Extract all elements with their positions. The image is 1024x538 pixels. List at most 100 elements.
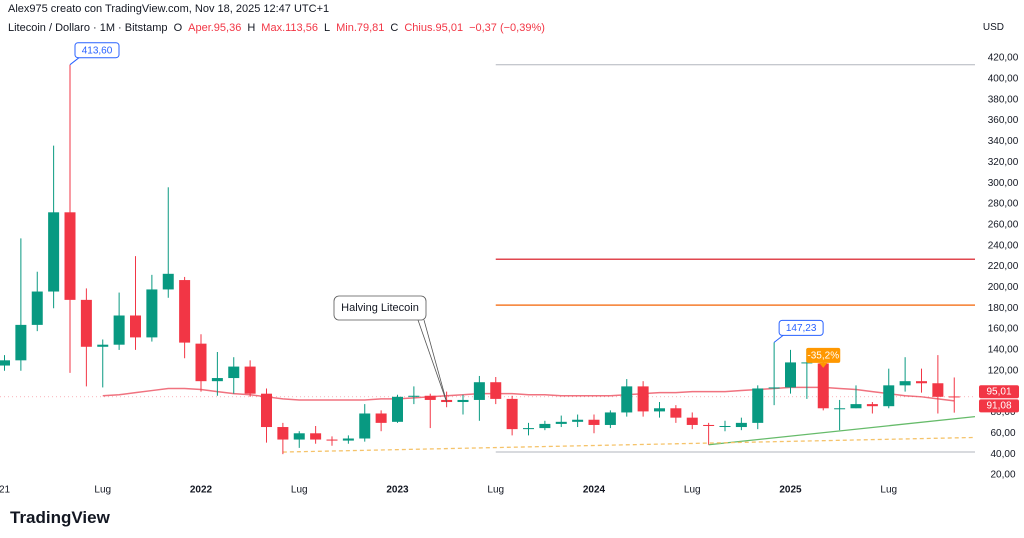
- legend-text: O: [173, 22, 183, 34]
- y-tick-label: 180,00: [988, 303, 1019, 314]
- candle-body: [424, 395, 436, 400]
- logo: TradingView: [10, 508, 110, 527]
- candle-body: [97, 344, 109, 347]
- candle-body: [850, 404, 862, 409]
- candle-body: [948, 396, 960, 398]
- callout-box: [778, 319, 824, 336]
- legend-text: Max.113,56: [261, 22, 318, 34]
- annotation-arrow: [417, 319, 448, 403]
- candle-body: [883, 385, 895, 407]
- plot-area: [0, 64, 975, 455]
- candle-body: [326, 439, 338, 441]
- x-tick-label: Lug: [487, 485, 504, 496]
- x-tick-label: 2023: [386, 485, 409, 496]
- y-tick-label: 160,00: [988, 324, 1019, 335]
- callout-pointer: [69, 57, 80, 66]
- x-tick-label: 21: [0, 485, 10, 496]
- y-tick-label: 380,00: [988, 94, 1019, 105]
- candle-body: [64, 212, 76, 300]
- legend-text: Litecoin / Dollaro · 1M · Bitstamp: [8, 22, 168, 34]
- candle-body: [539, 423, 551, 429]
- author-line: Alex975 creato con TradingView.com, Nov …: [8, 3, 330, 15]
- x-tick-label: Lug: [684, 485, 701, 496]
- candle-body: [113, 315, 125, 345]
- legend: Litecoin / Dollaro · 1M · Bitstamp O Aper.…: [8, 22, 551, 34]
- candle-body: [261, 393, 272, 428]
- y-tick-label: 60,00: [990, 428, 1015, 439]
- candle-body: [130, 315, 141, 338]
- candle-body: [310, 433, 322, 440]
- y-tick-label: 420,00: [988, 53, 1019, 64]
- candle-body: [555, 421, 567, 424]
- unit-label: USD: [982, 22, 1004, 33]
- candle-body: [735, 422, 747, 428]
- x-tick-label: 2024: [583, 485, 606, 496]
- candle-body: [785, 362, 796, 388]
- candle-body: [162, 273, 174, 290]
- candle-body: [179, 280, 191, 343]
- y-tick-label: 220,00: [988, 261, 1019, 272]
- y-tick-label: 280,00: [988, 199, 1019, 210]
- candle-body: [211, 378, 223, 382]
- candle-body: [801, 362, 813, 364]
- candle-body: [506, 398, 518, 430]
- trend-line: [282, 436, 975, 453]
- legend-text: L: [323, 22, 331, 34]
- candle-body: [48, 212, 60, 292]
- y-tick-label: 80,00: [990, 407, 1015, 418]
- candle-body: [15, 324, 27, 361]
- trend-line: [708, 415, 975, 446]
- candle-body: [457, 399, 469, 403]
- candle-body: [228, 366, 240, 379]
- price-tag-label: 91,08: [986, 401, 1011, 412]
- candle-body: [654, 408, 665, 412]
- callout-box: [806, 347, 841, 363]
- candle-body: [0, 360, 10, 366]
- candle-body: [408, 395, 420, 397]
- candle-body: [293, 433, 305, 440]
- y-tick-label: 120,00: [988, 365, 1019, 376]
- legend-text: C: [390, 22, 399, 34]
- annotation-text: Halving Litecoin: [341, 302, 419, 314]
- callout-pointer: [773, 334, 784, 343]
- candle-body: [768, 387, 780, 389]
- x-tick-label: Lug: [880, 485, 897, 496]
- candle-body: [195, 343, 207, 382]
- candle-body: [719, 425, 731, 427]
- price-tag-label: 95,01: [986, 386, 1011, 397]
- y-tick-label: 360,00: [988, 115, 1019, 126]
- candle-body: [31, 291, 43, 325]
- y-tick-label: 40,00: [990, 449, 1015, 460]
- y-tick-label: 260,00: [988, 219, 1019, 230]
- annotation-arrow: [423, 319, 448, 403]
- candle-body: [703, 424, 715, 426]
- legend-text: Chius.95,01: [404, 22, 464, 34]
- candle-body: [604, 412, 616, 425]
- legend-text: H: [247, 22, 256, 34]
- legend-text: Min.79,81: [336, 22, 385, 34]
- candle-body: [752, 388, 764, 423]
- candle-body: [392, 396, 403, 422]
- price-tag: [979, 385, 1019, 399]
- callout-label: -35,2%: [807, 351, 839, 362]
- candle-body: [588, 419, 600, 425]
- candle-body: [866, 404, 878, 407]
- candle-body: [375, 413, 387, 423]
- y-tick-label: 240,00: [988, 240, 1019, 251]
- candle-body: [244, 366, 256, 394]
- legend-text: −0,37 (−0,39%): [469, 22, 545, 34]
- candle-body: [523, 428, 534, 430]
- annotation-box: [333, 295, 427, 321]
- candle-body: [277, 427, 289, 440]
- y-tick-label: 320,00: [988, 157, 1019, 168]
- x-tick-label: 2022: [190, 485, 213, 496]
- y-tick-label: 140,00: [988, 345, 1019, 356]
- price-tag: [979, 399, 1019, 413]
- y-tick-label: 300,00: [988, 178, 1019, 189]
- candle-body: [834, 408, 846, 410]
- x-tick-label: Lug: [94, 485, 111, 496]
- y-tick-label: 340,00: [988, 136, 1019, 147]
- moving-average: [102, 386, 955, 402]
- x-tick-label: 2025: [779, 485, 802, 496]
